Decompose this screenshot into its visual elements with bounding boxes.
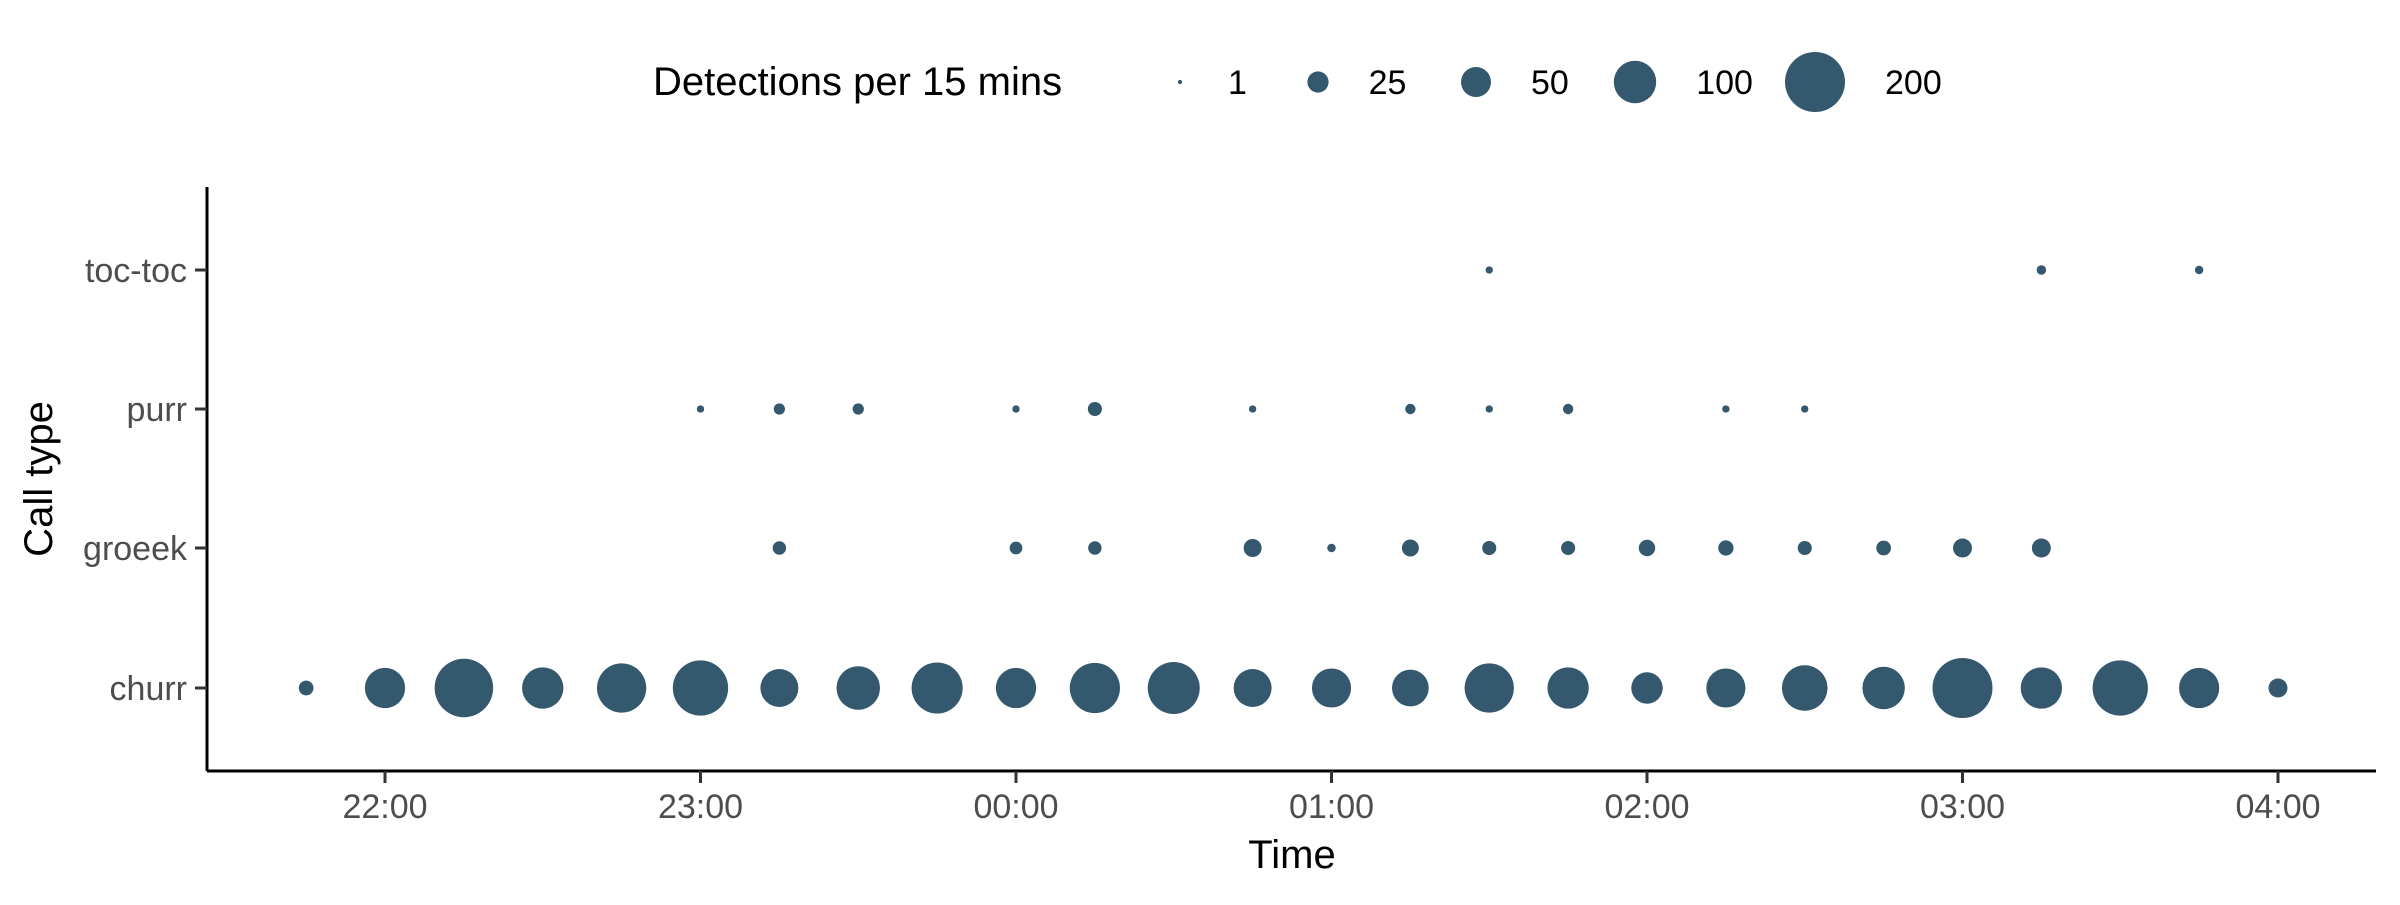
- x-ticks: 22:00 23:00 00:00 01:00 02:00 03:00 04:00: [342, 771, 2321, 826]
- point-groeek-0300: [1953, 538, 1972, 558]
- point-groeek-0115: [1401, 539, 1419, 557]
- point-groeek-0015: [1088, 541, 1102, 555]
- point-purr-2315: [773, 403, 785, 415]
- legend-label-1: 1: [1228, 64, 1247, 102]
- x-tick-label-0100: 01:00: [1289, 788, 1374, 826]
- x-tick-label-0200: 02:00: [1604, 788, 1689, 826]
- point-purr-0230: [1801, 405, 1809, 413]
- point-groeek-0130: [1482, 540, 1497, 556]
- y-tick-label-groeek: groeek: [83, 530, 188, 568]
- legend-label-25: 25: [1369, 64, 1407, 102]
- point-groeek-0200: [1638, 539, 1656, 557]
- point-purr-0000: [1012, 405, 1020, 413]
- point-churr-2300: [672, 660, 729, 716]
- point-toc-toc-0315: [2036, 265, 2047, 275]
- x-tick-label-2300: 23:00: [658, 788, 743, 826]
- data-points: [298, 265, 2288, 718]
- plot-area: churr groeek purr toc-toc 22:00 23:00 00:00 01…: [83, 187, 2376, 826]
- point-purr-2300: [696, 405, 705, 413]
- point-groeek-0045: [1243, 539, 1262, 557]
- point-groeek-0100: [1327, 543, 1336, 553]
- point-churr-2345: [911, 662, 963, 714]
- legend-key-50: [1461, 67, 1491, 97]
- point-churr-0100: [1311, 668, 1352, 708]
- point-churr-2145: [298, 680, 314, 696]
- point-churr-0030: [1147, 662, 1200, 714]
- point-groeek-0000: [1009, 541, 1023, 555]
- x-axis-title: Time: [1248, 833, 1335, 877]
- point-groeek-0215: [1718, 540, 1734, 556]
- point-purr-0215: [1722, 405, 1730, 413]
- point-groeek-0245: [1876, 540, 1891, 556]
- point-churr-2215: [434, 658, 494, 718]
- x-tick-label-0300: 03:00: [1920, 788, 2005, 826]
- point-churr-0230: [1782, 665, 1828, 711]
- point-churr-0045: [1233, 669, 1272, 707]
- legend-label-50: 50: [1531, 64, 1569, 102]
- point-churr-0215: [1706, 668, 1746, 708]
- point-purr-0045: [1248, 405, 1257, 413]
- x-tick-label-0400: 04:00: [2235, 788, 2320, 826]
- y-ticks: churr groeek purr toc-toc: [83, 252, 207, 708]
- legend-entries: 1 25 50 100 200: [1177, 52, 1942, 112]
- point-groeek-0230: [1797, 540, 1812, 556]
- point-churr-0200: [1631, 672, 1663, 704]
- point-toc-toc-0345: [2194, 265, 2204, 275]
- point-churr-0400: [2268, 678, 2288, 698]
- point-groeek-0315: [2031, 538, 2051, 558]
- point-churr-2245: [596, 663, 647, 713]
- legend-key-25: [1307, 71, 1329, 93]
- point-churr-2330: [836, 666, 880, 710]
- point-toc-toc-0130: [1485, 266, 1493, 274]
- point-groeek-0145: [1561, 540, 1576, 556]
- x-tick-label-0000: 00:00: [973, 788, 1058, 826]
- point-churr-0115: [1392, 669, 1429, 707]
- point-purr-0015: [1087, 401, 1102, 417]
- legend-key-200: [1785, 52, 1845, 112]
- legend-label-200: 200: [1885, 64, 1942, 102]
- point-purr-0115: [1405, 403, 1416, 415]
- point-churr-0130: [1464, 663, 1514, 713]
- point-churr-0300: [1932, 658, 1993, 718]
- x-tick-label-2200: 22:00: [342, 788, 427, 826]
- point-churr-0015: [1069, 662, 1120, 714]
- point-churr-0315: [2020, 667, 2063, 709]
- point-churr-0330: [2092, 660, 2148, 716]
- legend-title: Detections per 15 mins: [653, 60, 1062, 104]
- point-churr-0000: [995, 667, 1037, 709]
- legend-label-100: 100: [1696, 64, 1753, 102]
- point-groeek-2315: [772, 541, 787, 555]
- point-churr-2230: [522, 667, 564, 709]
- y-tick-label-churr: churr: [110, 670, 187, 708]
- y-axis-title: Call type: [17, 401, 61, 557]
- legend: Detections per 15 mins 1 25 50 100 200: [653, 52, 1942, 112]
- point-churr-0245: [1862, 666, 1905, 710]
- point-churr-0145: [1547, 667, 1589, 709]
- point-churr-2200: [364, 667, 406, 709]
- legend-key-100: [1613, 60, 1657, 104]
- legend-key-1: [1177, 79, 1183, 85]
- point-purr-0130: [1485, 405, 1493, 413]
- point-churr-2315: [760, 669, 799, 707]
- point-churr-0345: [2179, 667, 2220, 709]
- point-purr-2330: [852, 403, 864, 415]
- y-tick-label-purr: purr: [127, 391, 187, 429]
- y-tick-label-toc-toc: toc-toc: [85, 252, 187, 290]
- point-purr-0145: [1562, 403, 1574, 415]
